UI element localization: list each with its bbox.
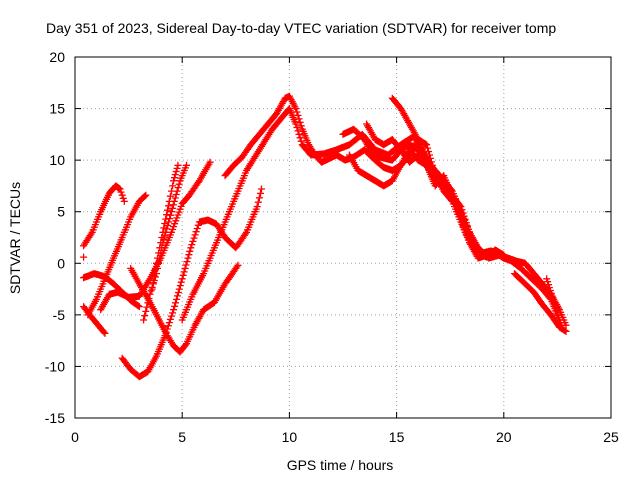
series-markers xyxy=(388,94,486,257)
series-markers xyxy=(80,253,88,261)
x-axis-label: GPS time / hours xyxy=(287,457,394,473)
x-tick-label: 15 xyxy=(389,429,405,445)
plot-frame xyxy=(74,56,612,419)
x-tick-labels: 0 5 10 15 20 25 xyxy=(71,429,619,445)
series-arc-1 xyxy=(80,182,128,250)
series-markers xyxy=(84,191,150,319)
series-stray xyxy=(80,253,88,261)
series-markers xyxy=(127,261,242,356)
series-markers xyxy=(118,185,265,381)
series-arc-9 xyxy=(140,161,190,324)
x-tick-label: 0 xyxy=(71,429,79,445)
y-tick-labels: -15 -10 -5 0 5 10 15 20 xyxy=(45,49,65,426)
y-tick-label: -15 xyxy=(45,410,65,426)
series-arc-14 xyxy=(363,120,422,166)
x-tick-label: 20 xyxy=(496,429,512,445)
series-markers xyxy=(363,120,422,166)
y-tick-label: 10 xyxy=(49,152,65,168)
y-tick-label: 0 xyxy=(57,255,65,271)
series-markers xyxy=(140,161,190,324)
x-tick-label: 5 xyxy=(178,429,186,445)
series-arc-16 xyxy=(511,270,570,335)
series-arc-6 xyxy=(118,185,265,381)
series-arc-15 xyxy=(388,94,486,257)
y-tick-label: -10 xyxy=(45,358,65,374)
data-points xyxy=(80,92,570,381)
y-axis-label: SDTVAR / TECUs xyxy=(7,182,23,294)
series-markers xyxy=(543,275,566,329)
y-tick-label: 15 xyxy=(49,101,65,117)
x-tick-label: 10 xyxy=(282,429,298,445)
axis-ticks xyxy=(74,56,612,419)
series-arc-7 xyxy=(127,261,242,356)
series-markers xyxy=(511,270,570,335)
y-tick-label: 20 xyxy=(49,49,65,65)
series-markers xyxy=(80,182,128,250)
x-tick-label: 25 xyxy=(603,429,619,445)
y-tick-label: 5 xyxy=(57,204,65,220)
series-arc-17 xyxy=(543,275,566,329)
y-tick-label: -5 xyxy=(53,307,66,323)
chart-title: Day 351 of 2023, Sidereal Day-to-day VTE… xyxy=(46,20,556,36)
series-arc-4 xyxy=(84,191,150,319)
